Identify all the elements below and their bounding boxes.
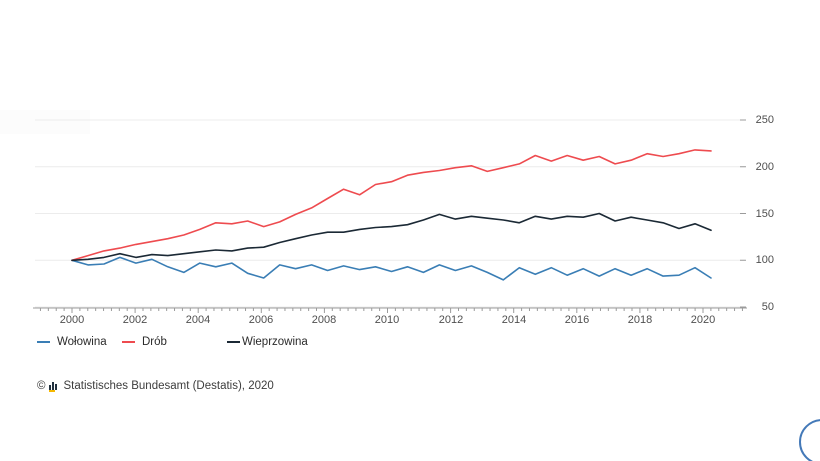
x-tick-label: 2010	[374, 314, 400, 326]
legend-label: Wieprzowina	[242, 336, 308, 348]
y-tick-label: 150	[755, 208, 774, 220]
series-line-wolowina	[71, 256, 712, 281]
series-line-wieprzowina	[71, 212, 712, 262]
copyright-symbol: ©	[37, 380, 46, 392]
x-tick-label: 2018	[627, 314, 653, 326]
legend-item-drob[interactable]: Drób	[122, 334, 167, 350]
x-tick-label: 2000	[59, 314, 85, 326]
legend-item-wieprzowina[interactable]: Wieprzowina	[227, 334, 308, 350]
x-tick-label: 2020	[690, 314, 716, 326]
chart-legend: Wołowina Drób Wieprzowina	[0, 334, 760, 352]
x-tick-label: 2002	[122, 314, 148, 326]
destatis-bar-chart-icon	[49, 380, 58, 392]
y-tick-label: 50	[761, 301, 774, 313]
legend-line-swatch-red	[122, 341, 135, 343]
legend-item-wolowina[interactable]: Wołowina	[37, 334, 107, 350]
x-tick-label: 2014	[501, 314, 527, 326]
source-text: Statistisches Bundesamt (Destatis), 2020	[63, 380, 274, 392]
y-tick-label: 200	[755, 161, 774, 173]
series-line-drob	[71, 149, 712, 262]
y-tick-label: 250	[755, 114, 774, 126]
x-tick-label: 2012	[438, 314, 464, 326]
y-tick-label: 100	[755, 254, 774, 266]
legend-line-swatch-black	[227, 341, 240, 343]
legend-label: Wołowina	[57, 336, 107, 348]
source-attribution: © Statistisches Bundesamt (Destatis), 20…	[37, 380, 274, 392]
x-tick-label: 2004	[185, 314, 211, 326]
x-tick-label: 2008	[311, 314, 337, 326]
x-tick-label: 2016	[564, 314, 590, 326]
legend-line-swatch-blue	[37, 341, 50, 343]
legend-label: Drób	[142, 336, 167, 348]
cropped-content-fragment	[0, 110, 90, 134]
x-tick-label: 2006	[248, 314, 274, 326]
